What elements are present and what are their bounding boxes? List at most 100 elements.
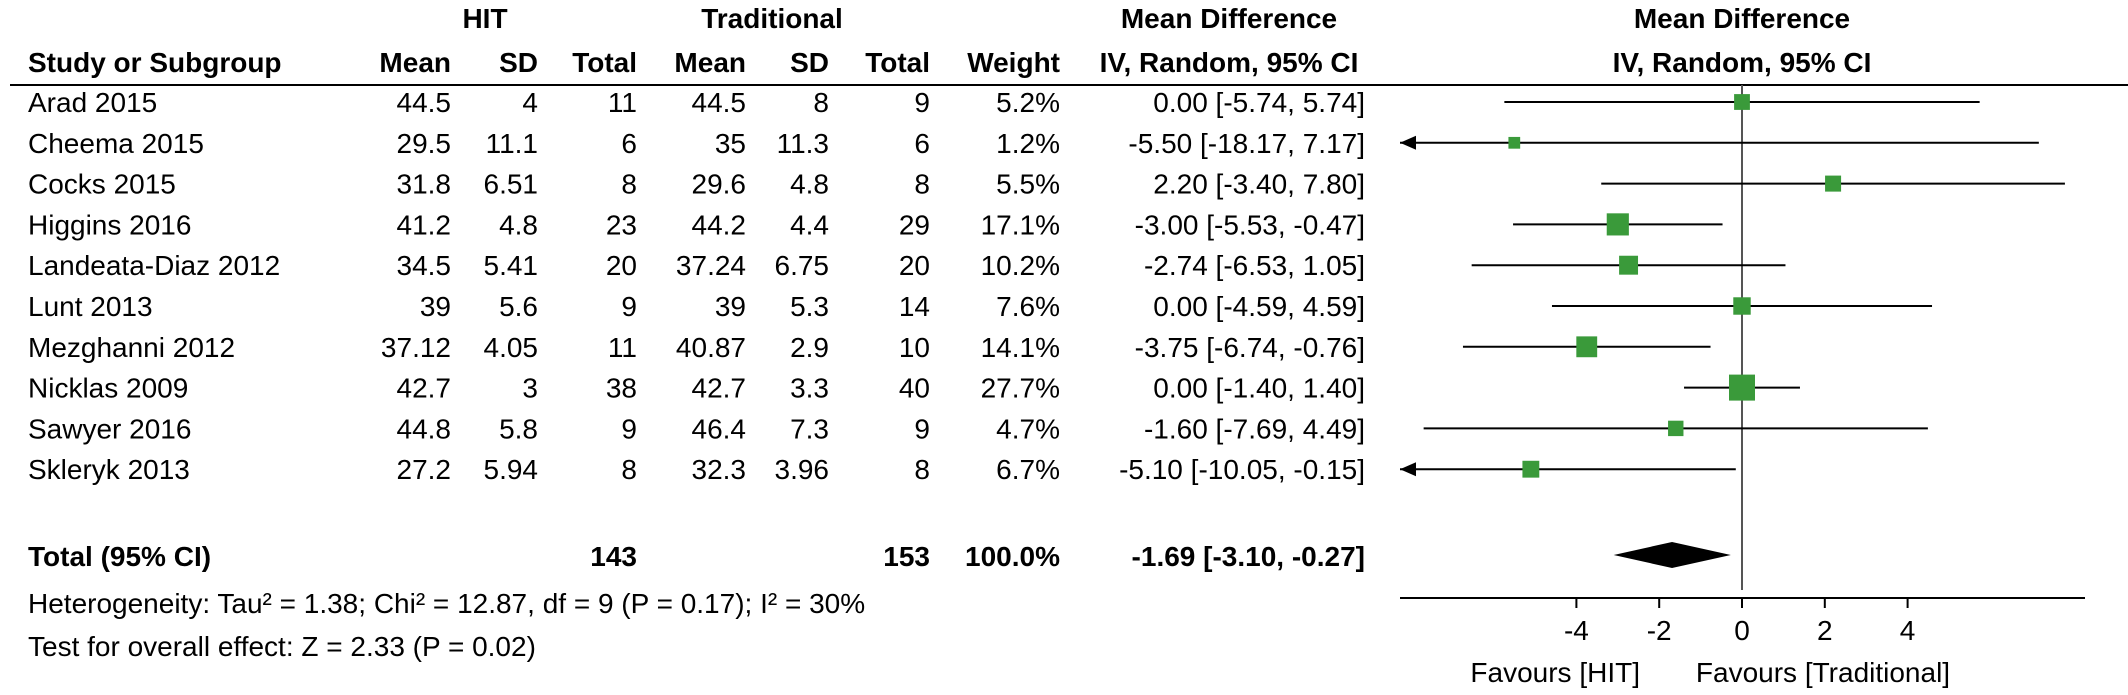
plot-area: -4 -2 0 2 4 (1400, 85, 2085, 646)
favours-hit-label: Favours [HIT] (1470, 657, 1640, 688)
header-hit: HIT (462, 3, 507, 34)
cell-study-name: Skleryk 2013 (28, 454, 190, 485)
heterogeneity-text: Heterogeneity: Tau² = 1.38; Chi² = 12.87… (28, 588, 865, 619)
cell-sd-hit: 5.94 (484, 454, 539, 485)
cell-mean-traditional: 46.4 (692, 413, 747, 444)
total-ci: -1.69 [-3.10, -0.27] (1132, 541, 1365, 572)
point-estimate (1825, 175, 1842, 192)
x-tick-label: -2 (1647, 615, 1672, 646)
cell-mean-traditional: 37.24 (676, 250, 746, 281)
total-label: Total (95% CI) (28, 541, 211, 572)
header-total-traditional: Total (865, 47, 930, 78)
cell-weight: 5.2% (996, 87, 1060, 118)
cell-mean-traditional: 42.7 (692, 373, 747, 404)
cell-ci: -3.75 [-6.74, -0.76] (1135, 332, 1365, 363)
cell-mean-traditional: 35 (715, 128, 746, 159)
cell-total-traditional: 14 (899, 291, 930, 322)
cell-mean-hit: 39 (420, 291, 451, 322)
cell-total-traditional: 9 (914, 87, 930, 118)
point-estimate (1619, 255, 1639, 275)
cell-total-hit: 8 (621, 169, 637, 200)
cell-total-hit: 6 (621, 128, 637, 159)
cell-ci: 2.20 [-3.40, 7.80] (1153, 169, 1365, 200)
cell-study-name: Landeata-Diaz 2012 (28, 250, 280, 281)
cell-total-hit: 9 (621, 413, 637, 444)
ci-arrow-left (1400, 135, 1416, 150)
cell-ci: -1.60 [-7.69, 4.49] (1144, 413, 1365, 444)
point-estimate (1606, 213, 1629, 236)
header-mean-traditional: Mean (674, 47, 746, 78)
cell-sd-hit: 5.6 (499, 291, 538, 322)
cell-ci: 0.00 [-1.40, 1.40] (1153, 373, 1365, 404)
cell-study-name: Lunt 2013 (28, 291, 153, 322)
header-plot-ci: IV, Random, 95% CI (1613, 47, 1872, 78)
table-row: Nicklas 2009 42.7 3 38 42.7 3.3 40 27.7% 0.00 [-… (28, 373, 1365, 404)
cell-sd-hit: 5.8 (499, 413, 538, 444)
cell-mean-traditional: 44.2 (692, 209, 747, 240)
cell-mean-hit: 27.2 (397, 454, 452, 485)
table-row: Cocks 2015 31.8 6.51 8 29.6 4.8 8 5.5% 2.20 [-3.… (28, 169, 1365, 200)
point-estimate (1734, 94, 1750, 110)
total-traditional: 153 (883, 541, 930, 572)
total-weight: 100.0% (965, 541, 1060, 572)
table-row: Skleryk 2013 27.2 5.94 8 32.3 3.96 8 6.7% -5.10 … (28, 454, 1365, 485)
header-mean-difference: Mean Difference (1121, 3, 1337, 34)
favours-traditional-label: Favours [Traditional] (1696, 657, 1950, 688)
point-estimate (1729, 374, 1755, 401)
point-estimate (1733, 297, 1751, 315)
cell-mean-hit: 41.2 (397, 209, 452, 240)
table-row: Lunt 2013 39 5.6 9 39 5.3 14 7.6% 0.00 [-4.59, 4… (28, 291, 1365, 322)
point-estimate (1508, 136, 1521, 149)
cell-total-hit: 8 (621, 454, 637, 485)
cell-mean-hit: 44.5 (397, 87, 452, 118)
cell-total-hit: 38 (606, 373, 637, 404)
table-row: Landeata-Diaz 2012 34.5 5.41 20 37.24 6.75 20 1… (28, 250, 1365, 281)
cell-mean-traditional: 40.87 (676, 332, 746, 363)
cell-mean-traditional: 39 (715, 291, 746, 322)
table-row: Sawyer 2016 44.8 5.8 9 46.4 7.3 9 4.7% -1.60 [-7… (28, 413, 1365, 444)
cell-sd-traditional: 2.9 (790, 332, 829, 363)
cell-total-traditional: 40 (899, 373, 930, 404)
table-row: Cheema 2015 29.5 11.1 6 35 11.3 6 1.2% -5.50 [-1… (28, 128, 1365, 159)
cell-sd-hit: 3 (522, 373, 538, 404)
cell-sd-traditional: 11.3 (777, 128, 829, 159)
table-row: Mezghanni 2012 37.12 4.05 11 40.87 2.9 10 14.1%… (28, 332, 1365, 363)
overall-effect-text: Test for overall effect: Z = 2.33 (P = 0… (28, 631, 536, 662)
cell-sd-traditional: 4.4 (790, 209, 829, 240)
cell-sd-traditional: 3.96 (775, 454, 830, 485)
cell-total-traditional: 8 (914, 454, 930, 485)
cell-total-traditional: 29 (899, 209, 930, 240)
cell-sd-hit: 4.05 (484, 332, 539, 363)
cell-total-traditional: 9 (914, 413, 930, 444)
cell-weight: 4.7% (996, 413, 1060, 444)
cell-mean-traditional: 32.3 (692, 454, 747, 485)
header-plot-title: Mean Difference (1634, 3, 1850, 34)
cell-sd-hit: 5.41 (484, 250, 539, 281)
header-study: Study or Subgroup (28, 47, 282, 78)
cell-study-name: Arad 2015 (28, 87, 157, 118)
cell-study-name: Nicklas 2009 (28, 373, 188, 404)
cell-study-name: Cocks 2015 (28, 169, 176, 200)
cell-sd-traditional: 6.75 (775, 250, 830, 281)
cell-sd-traditional: 7.3 (790, 413, 829, 444)
cell-weight: 27.7% (981, 373, 1060, 404)
cell-mean-hit: 29.5 (397, 128, 452, 159)
cell-sd-traditional: 3.3 (790, 373, 829, 404)
cell-mean-traditional: 29.6 (692, 169, 747, 200)
cell-sd-hit: 6.51 (484, 169, 539, 200)
cell-study-name: Mezghanni 2012 (28, 332, 235, 363)
cell-ci: -2.74 [-6.53, 1.05] (1144, 250, 1365, 281)
cell-sd-hit: 4.8 (499, 209, 538, 240)
study-rows: Arad 2015 44.5 4 11 44.5 8 9 5.2% 0.00 [-5.74, 5… (28, 87, 1365, 485)
cell-total-hit: 11 (608, 87, 637, 118)
cell-sd-traditional: 4.8 (790, 169, 829, 200)
cell-total-traditional: 6 (914, 128, 930, 159)
cell-total-hit: 9 (621, 291, 637, 322)
x-tick-label: -4 (1564, 615, 1589, 646)
cell-ci: -3.00 [-5.53, -0.47] (1135, 209, 1365, 240)
header-ci: IV, Random, 95% CI (1100, 47, 1359, 78)
header-sd-traditional: SD (790, 47, 829, 78)
cell-ci: 0.00 [-4.59, 4.59] (1153, 291, 1365, 322)
cell-weight: 17.1% (981, 209, 1060, 240)
